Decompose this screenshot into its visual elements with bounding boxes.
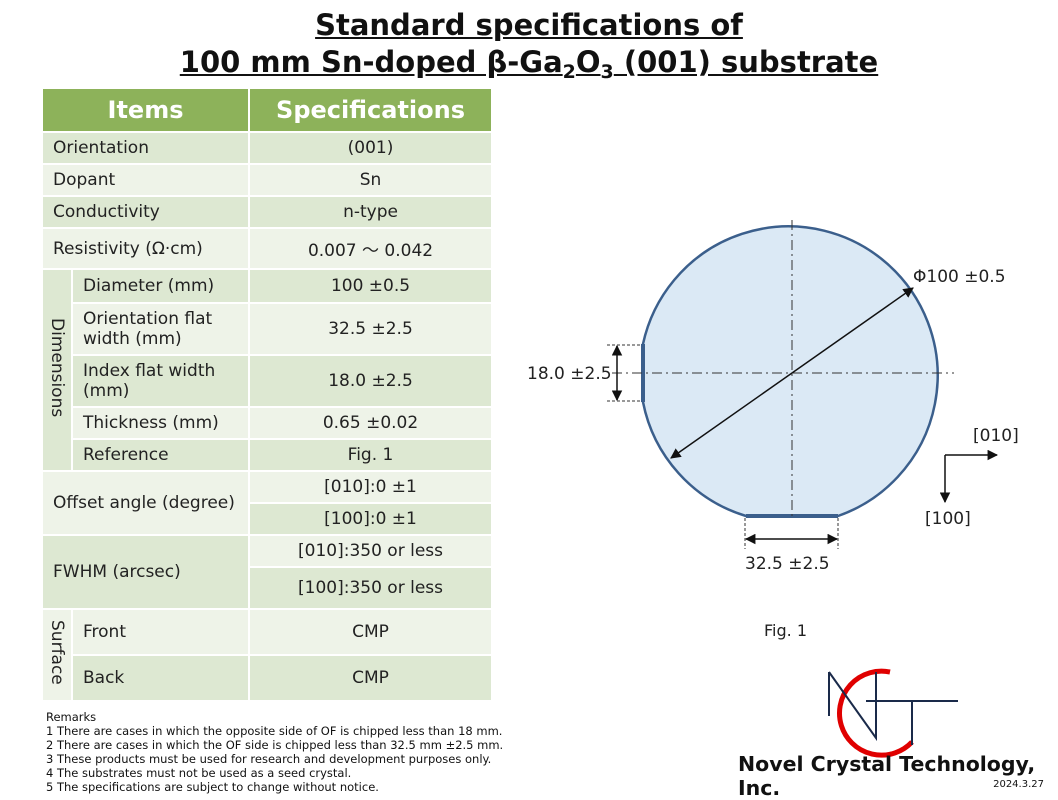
axis-010-label: [010]: [973, 426, 1019, 446]
row-value: Sn: [248, 163, 494, 197]
remark-item: 3 These products must be used for resear…: [46, 752, 492, 766]
row-value: [100]:350 or less: [248, 566, 494, 610]
table-row: Reference Fig. 1: [42, 438, 494, 472]
row-value: CMP: [248, 608, 494, 656]
axis-100-label: [100]: [925, 509, 971, 529]
row-label: Dopant: [40, 163, 251, 197]
row-label: FWHM (arcsec): [40, 534, 251, 610]
table-row: Orientation (001): [40, 131, 494, 165]
figure-caption: Fig. 1: [764, 621, 807, 640]
table-row: Surface Front CMP: [41, 608, 494, 702]
remarks-heading: Remarks: [46, 710, 97, 724]
table-row: Thickness (mm) 0.65 ±0.02: [42, 406, 494, 440]
table-header: Items Specifications: [40, 87, 494, 133]
row-value: 0.007 ～ 0.042: [248, 227, 494, 270]
table-row: Offset angle (degree) [010]:0 ±1: [40, 470, 494, 536]
row-label: Thickness (mm): [70, 406, 251, 440]
index-flat-label: 18.0 ±2.5: [527, 364, 612, 384]
remark-item: 2 There are cases in which the OF side i…: [46, 738, 504, 752]
row-value: [100]:0 ±1: [248, 502, 494, 536]
logo-t-letter: [866, 700, 958, 745]
company-name: Novel Crystal Technology, Inc.: [738, 752, 1036, 800]
row-label: Offset angle (degree): [40, 470, 251, 536]
page-title-line2: 100 mm Sn-doped β-Ga2O3 (001) substrate: [179, 45, 879, 83]
row-label: Conductivity: [40, 195, 251, 229]
table-row: Resistivity (Ω·cm) 0.007 ～ 0.042: [40, 227, 494, 270]
surface-group-label: Surface: [41, 608, 73, 702]
row-label: Orientation flat width (mm): [70, 302, 251, 356]
row-value: Fig. 1: [248, 438, 494, 472]
diameter-arrow: [670, 287, 914, 459]
table-row: Conductivity n-type: [40, 195, 494, 229]
table-row: Dimensions Diameter (mm) 100 ±0.5: [41, 268, 494, 472]
row-value: 32.5 ±2.5: [248, 302, 494, 356]
page-title-line1: Standard specifications of: [315, 8, 743, 42]
row-label: Resistivity (Ω·cm): [40, 227, 251, 270]
logo-n-letter: [828, 671, 877, 742]
wafer-outline: [641, 225, 939, 518]
row-value: 100 ±0.5: [248, 268, 494, 304]
table-row: [100]:350 or less: [42, 566, 494, 610]
row-value: [010]:0 ±1: [248, 470, 494, 504]
row-value: (001): [248, 131, 494, 165]
table-row: Dopant Sn: [40, 163, 494, 197]
row-value: n-type: [248, 195, 494, 229]
table-row: [100]:0 ±1: [42, 502, 494, 536]
table-row: Index flat width (mm) 18.0 ±2.5: [42, 354, 494, 408]
logo-red-arc: [837, 668, 914, 758]
row-label: Reference: [70, 438, 251, 472]
remark-item: 5 The specifications are subject to chan…: [46, 780, 379, 794]
diameter-label: Φ100 ±0.5: [913, 267, 1006, 287]
remark-item: 1 There are cases in which the opposite …: [46, 724, 503, 738]
header-items: Items: [40, 87, 251, 133]
remark-item: 4 The substrates must not be used as a s…: [46, 766, 352, 780]
header-specifications: Specifications: [248, 87, 494, 133]
spec-table: Items Specifications Orientation (001) D…: [40, 87, 494, 702]
orientation-flat-label: 32.5 ±2.5: [745, 554, 830, 574]
row-label: Diameter (mm): [70, 268, 251, 304]
table-row: FWHM (arcsec) [010]:350 or less: [40, 534, 494, 610]
row-label: Index flat width (mm): [70, 354, 251, 408]
row-label: Front: [70, 608, 251, 656]
row-label: Back: [70, 654, 251, 702]
date: 2024.3.27: [993, 779, 1044, 790]
row-value: [010]:350 or less: [248, 534, 494, 568]
row-value: 18.0 ±2.5: [248, 354, 494, 408]
row-value: CMP: [248, 654, 494, 702]
row-label: Orientation: [40, 131, 251, 165]
row-value: 0.65 ±0.02: [248, 406, 494, 440]
table-row: Back CMP: [42, 654, 494, 702]
dimensions-group-label: Dimensions: [41, 268, 73, 472]
table-row: Orientation flat width (mm) 32.5 ±2.5: [42, 302, 494, 356]
remarks: Remarks 1 There are cases in which the o…: [46, 710, 503, 794]
company-logo: [828, 668, 958, 758]
